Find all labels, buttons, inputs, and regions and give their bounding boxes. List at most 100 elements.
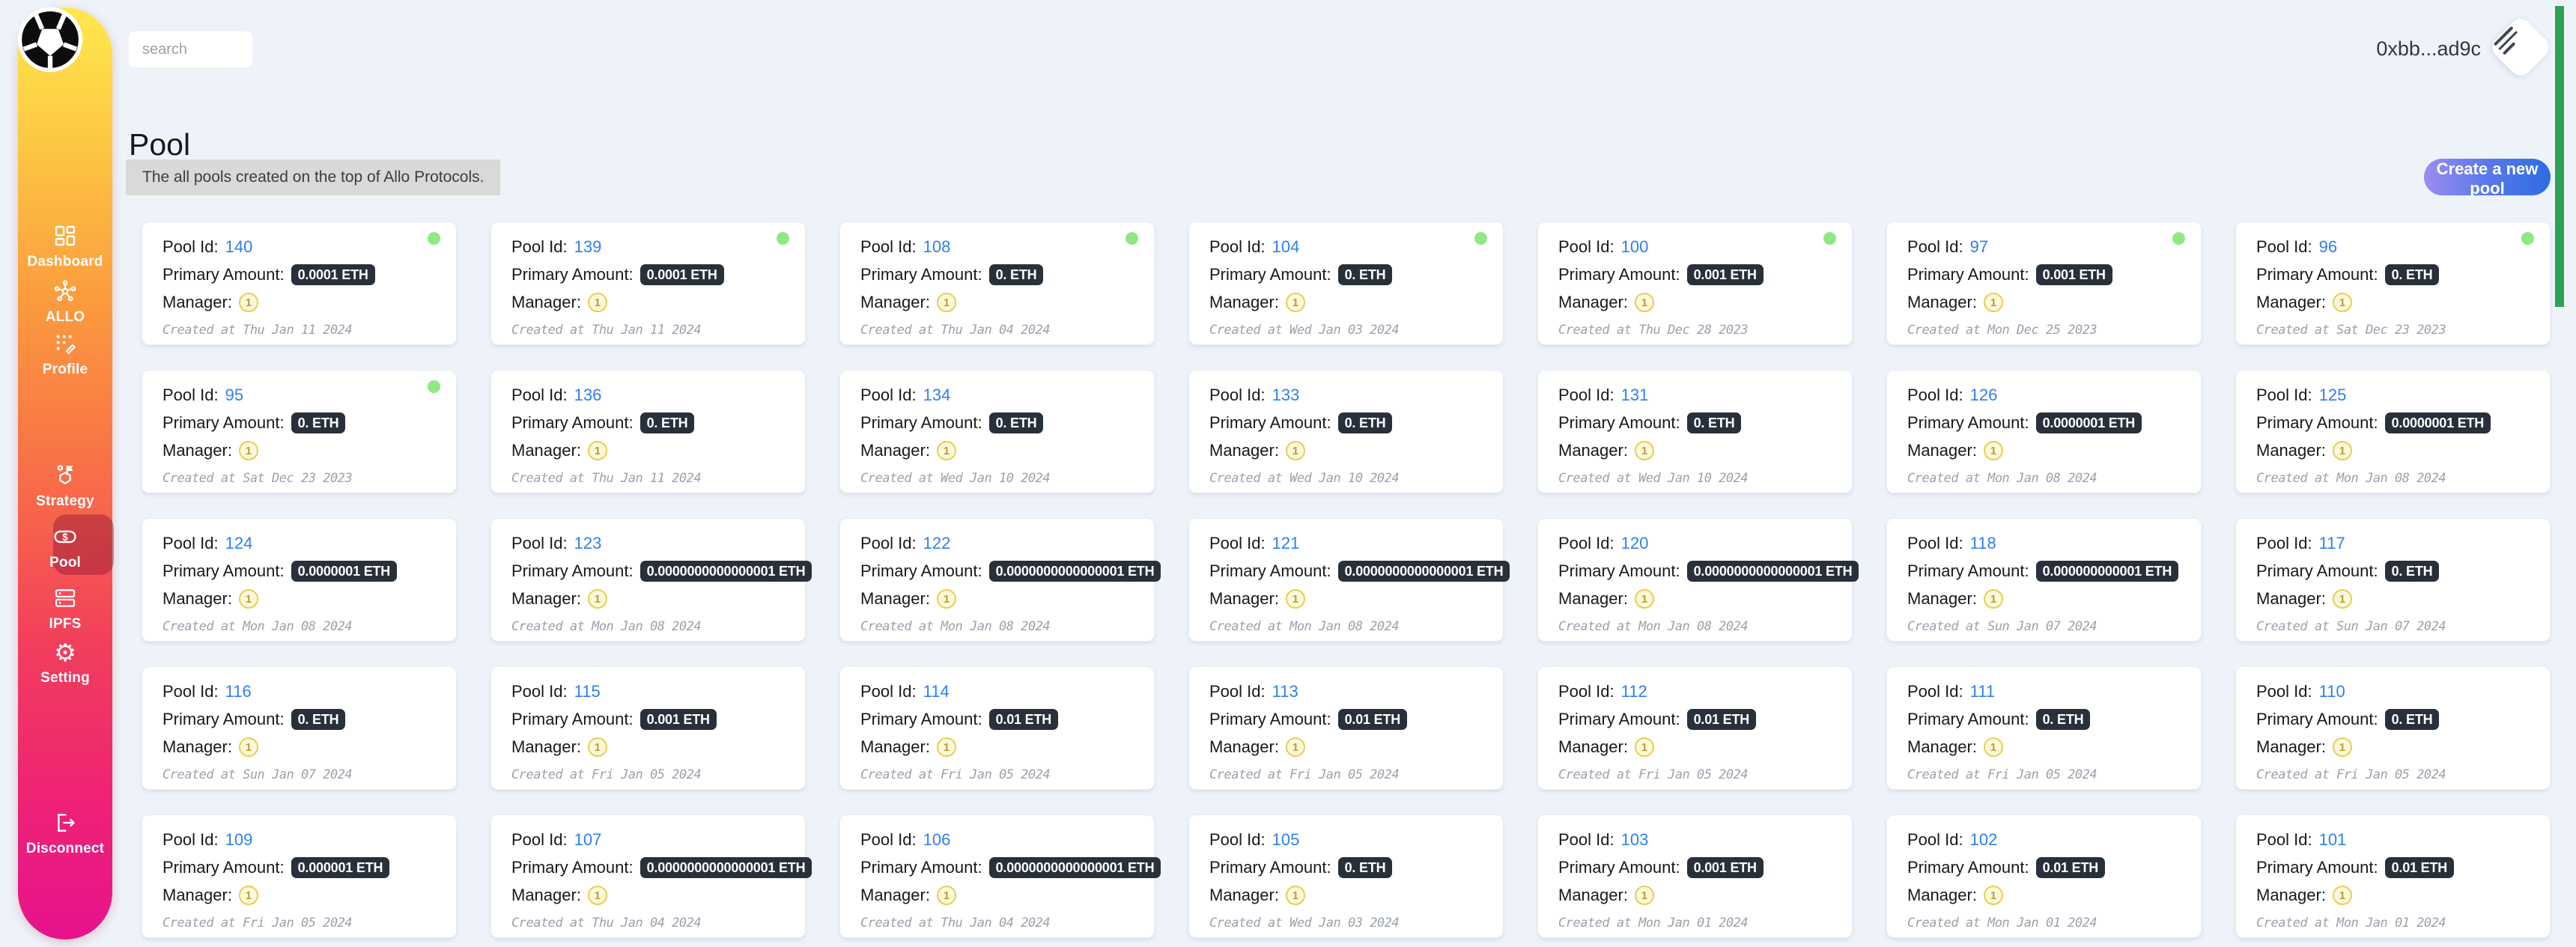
created-at-text: Created at Thu Jan 11 2024 <box>511 323 702 338</box>
manager-count-badge: 1 <box>1285 293 1305 312</box>
pool-id-link[interactable]: 121 <box>1272 534 1300 552</box>
primary-amount-badge: 0.01 ETH <box>2035 856 2106 879</box>
pool-id-link[interactable]: 109 <box>225 830 253 849</box>
pool-id-link[interactable]: 103 <box>1620 830 1649 849</box>
pool-id-link[interactable]: 126 <box>1969 386 1998 404</box>
pool-id-link[interactable]: 106 <box>923 830 951 849</box>
primary-amount-badge: 0. ETH <box>1337 856 1393 879</box>
created-at-text: Created at Wed Jan 10 2024 <box>1558 471 1749 486</box>
sidebar-item-strategy[interactable]: Strategy <box>18 463 112 510</box>
pool-card: Pool Id: 117 Primary Amount: 0. ETH Mana… <box>2235 518 2551 642</box>
pool-id-label: Pool Id: <box>860 682 917 701</box>
pool-id-link[interactable]: 113 <box>1272 682 1298 701</box>
created-at-text: Created at Fri Jan 05 2024 <box>1558 767 1749 782</box>
pool-id-link[interactable]: 134 <box>923 386 951 404</box>
manager-label: Manager: <box>1209 886 1279 904</box>
pool-id-link[interactable]: 97 <box>1969 237 1989 256</box>
pool-card: Pool Id: 125 Primary Amount: 0.0000001 E… <box>2235 370 2551 493</box>
manager-count-badge: 1 <box>936 886 956 905</box>
primary-amount-badge: 0.0000000000000001 ETH <box>988 856 1161 879</box>
manager-label: Manager: <box>1907 886 1977 904</box>
pool-id-label: Pool Id: <box>2256 534 2312 552</box>
pool-id-link[interactable]: 102 <box>1969 830 1998 849</box>
primary-amount-label: Primary Amount: <box>860 858 982 877</box>
sidebar-item-dashboard[interactable]: Dashboard <box>18 223 112 270</box>
pool-id-link[interactable]: 140 <box>225 237 253 256</box>
pool-id-label: Pool Id: <box>511 237 568 256</box>
primary-amount-label: Primary Amount: <box>860 265 982 284</box>
pool-id-link[interactable]: 117 <box>2318 534 2345 552</box>
pool-id-link[interactable]: 120 <box>1620 534 1649 552</box>
scrollbar-thumb[interactable] <box>2555 6 2564 307</box>
pool-id-link[interactable]: 133 <box>1272 386 1300 404</box>
pool-card: Pool Id: 111 Primary Amount: 0. ETH Mana… <box>1886 666 2202 790</box>
manager-count-badge: 1 <box>1634 737 1654 757</box>
primary-amount-label: Primary Amount: <box>1907 561 2029 580</box>
pool-id-link[interactable]: 136 <box>574 386 602 404</box>
created-at-text: Created at Mon Dec 25 2023 <box>1907 323 2097 338</box>
primary-amount-label: Primary Amount: <box>1558 413 1680 432</box>
manager-label: Manager: <box>1907 737 1977 756</box>
primary-amount-label: Primary Amount: <box>162 413 285 432</box>
primary-amount-label: Primary Amount: <box>1558 858 1680 877</box>
primary-amount-badge: 0.000000000001 ETH <box>2035 560 2179 582</box>
pool-card: Pool Id: 123 Primary Amount: 0.000000000… <box>490 518 812 642</box>
primary-amount-label: Primary Amount: <box>2256 858 2378 877</box>
manager-label: Manager: <box>1209 441 1279 460</box>
primary-amount-badge: 0. ETH <box>1337 264 1393 286</box>
pool-id-link[interactable]: 105 <box>1272 830 1300 849</box>
created-at-text: Created at Wed Jan 03 2024 <box>1209 323 1400 338</box>
pool-id-label: Pool Id: <box>2256 682 2312 701</box>
primary-amount-badge: 0.000001 ETH <box>291 856 390 879</box>
manager-label: Manager: <box>511 737 581 756</box>
search-input[interactable] <box>129 31 252 67</box>
sidebar-item-pool[interactable]: $ Pool <box>18 524 112 571</box>
create-new-pool-button[interactable]: Create a new pool <box>2424 159 2551 198</box>
manager-label: Manager: <box>860 441 930 460</box>
pool-id-link[interactable]: 131 <box>1620 386 1649 404</box>
sidebar-item-ipfs[interactable]: IPFS <box>18 585 112 633</box>
pool-id-link[interactable]: 118 <box>1969 534 1996 552</box>
pool-id-link[interactable]: 108 <box>923 237 951 256</box>
sidebar-item-profile[interactable]: Profile <box>18 331 112 378</box>
pool-id-link[interactable]: 122 <box>923 534 951 552</box>
pool-cards-grid: Pool Id: 140 Primary Amount: 0.0001 ETH … <box>142 222 2551 938</box>
primary-amount-label: Primary Amount: <box>860 561 982 580</box>
pool-id-link[interactable]: 111 <box>1969 682 1996 701</box>
pool-id-link[interactable]: 110 <box>2318 682 2345 701</box>
manager-label: Manager: <box>860 293 930 311</box>
pool-id-link[interactable]: 96 <box>2318 237 2338 256</box>
manager-label: Manager: <box>1907 589 1977 608</box>
manager-count-badge: 1 <box>1285 886 1305 905</box>
primary-amount-label: Primary Amount: <box>511 561 634 580</box>
pool-id-link[interactable]: 112 <box>1620 682 1647 701</box>
pool-card: Pool Id: 101 Primary Amount: 0.01 ETH Ma… <box>2235 814 2551 938</box>
created-at-text: Created at Fri Jan 05 2024 <box>162 916 353 931</box>
primary-amount-label: Primary Amount: <box>1907 413 2029 432</box>
dashboard-icon <box>52 223 78 249</box>
pool-id-link[interactable]: 100 <box>1620 237 1649 256</box>
manager-label: Manager: <box>162 293 232 311</box>
manager-count-badge: 1 <box>238 886 258 905</box>
sidebar-item-allo[interactable]: ALLO <box>18 278 112 326</box>
pool-id-link[interactable]: 124 <box>225 534 253 552</box>
pool-id-link[interactable]: 139 <box>574 237 602 256</box>
created-at-text: Created at Fri Jan 05 2024 <box>511 767 702 782</box>
pool-id-label: Pool Id: <box>1209 682 1266 701</box>
pool-id-link[interactable]: 115 <box>574 682 601 701</box>
pool-id-link[interactable]: 123 <box>574 534 602 552</box>
active-item-highlight <box>53 514 114 575</box>
pool-id-link[interactable]: 116 <box>225 682 252 701</box>
sidebar-item-setting[interactable]: ⚙ Setting <box>18 639 112 686</box>
created-at-text: Created at Mon Jan 08 2024 <box>2256 471 2446 486</box>
pool-id-link[interactable]: 107 <box>574 830 602 849</box>
manager-label: Manager: <box>860 886 930 904</box>
pool-id-link[interactable]: 125 <box>2318 386 2347 404</box>
primary-amount-label: Primary Amount: <box>162 710 285 728</box>
pool-id-link[interactable]: 114 <box>923 682 950 701</box>
sidebar-item-disconnect[interactable]: Disconnect <box>18 810 112 857</box>
pool-id-link[interactable]: 104 <box>1272 237 1300 256</box>
manager-count-badge: 1 <box>1634 441 1654 460</box>
pool-id-link[interactable]: 101 <box>2318 830 2347 849</box>
pool-id-link[interactable]: 95 <box>225 386 244 404</box>
